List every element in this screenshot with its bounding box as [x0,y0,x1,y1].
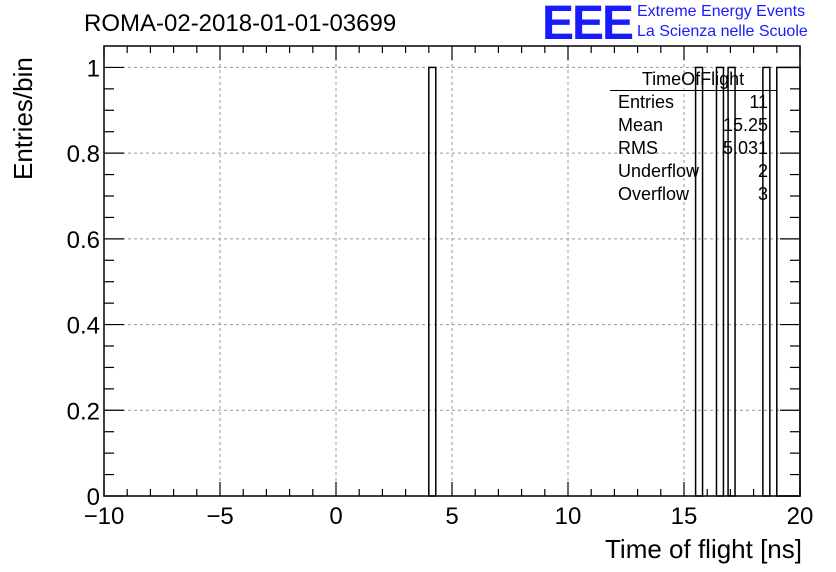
stats-label: Entries [618,92,675,112]
x-axis-label: Time of flight [ns] [605,534,802,564]
grid-lines [103,46,801,497]
stats-box: TimeOfFlight Entries 11 Mean 15.25 RMS 5.031 U… [610,68,776,206]
stats-value: 15.25 [722,115,768,135]
y-tick-label: 0.4 [67,313,100,340]
eee-logo: EEE [542,0,634,50]
stats-label: Mean [618,115,664,135]
y-tick-label: 0 [87,484,100,511]
tick-labels: −10 −5 0 5 10 15 20 0 0.2 0.4 0.6 0.8 1 [67,55,814,530]
x-tick-label: 5 [445,503,458,530]
y-tick-label: 0.8 [67,141,100,168]
stats-row-overflow: Overflow 3 [610,183,776,206]
stats-row-entries: Entries 11 [610,91,776,114]
stats-row-rms: RMS 5.031 [610,137,776,160]
stats-box-separator [610,90,776,91]
stats-value: 3 [757,184,768,204]
stats-value: 2 [757,161,768,181]
logo-line-1: Extreme Energy Events [637,3,806,20]
stats-value: 5.031 [722,138,768,158]
axis-ticks [103,46,801,497]
y-tick-label: 0.6 [67,227,100,254]
stats-label: Underflow [618,161,700,181]
x-tick-label: 0 [329,503,342,530]
logo-line-2: La Scienza nelle Scuole [637,23,808,40]
y-tick-label: 1 [87,55,100,82]
x-tick-label: −10 [84,503,125,530]
x-tick-label: 10 [555,503,582,530]
stats-value: 11 [749,92,768,112]
y-tick-label: 0.2 [67,398,100,425]
chart-title: ROMA-02-2018-01-01-03699 [84,10,397,37]
stats-label: RMS [618,138,658,158]
stats-label: Overflow [618,184,690,204]
stats-row-mean: Mean 15.25 [610,114,776,137]
x-tick-label: 20 [787,503,814,530]
y-axis-label: Entries/bin [8,57,38,180]
x-tick-label: 15 [671,503,698,530]
x-tick-label: −5 [206,503,233,530]
stats-row-underflow: Underflow 2 [610,160,776,183]
logo-caption: Extreme Energy Events La Scienza nelle S… [637,2,808,42]
histogram-bar [428,66,437,497]
stats-box-title: TimeOfFlight [641,69,745,89]
